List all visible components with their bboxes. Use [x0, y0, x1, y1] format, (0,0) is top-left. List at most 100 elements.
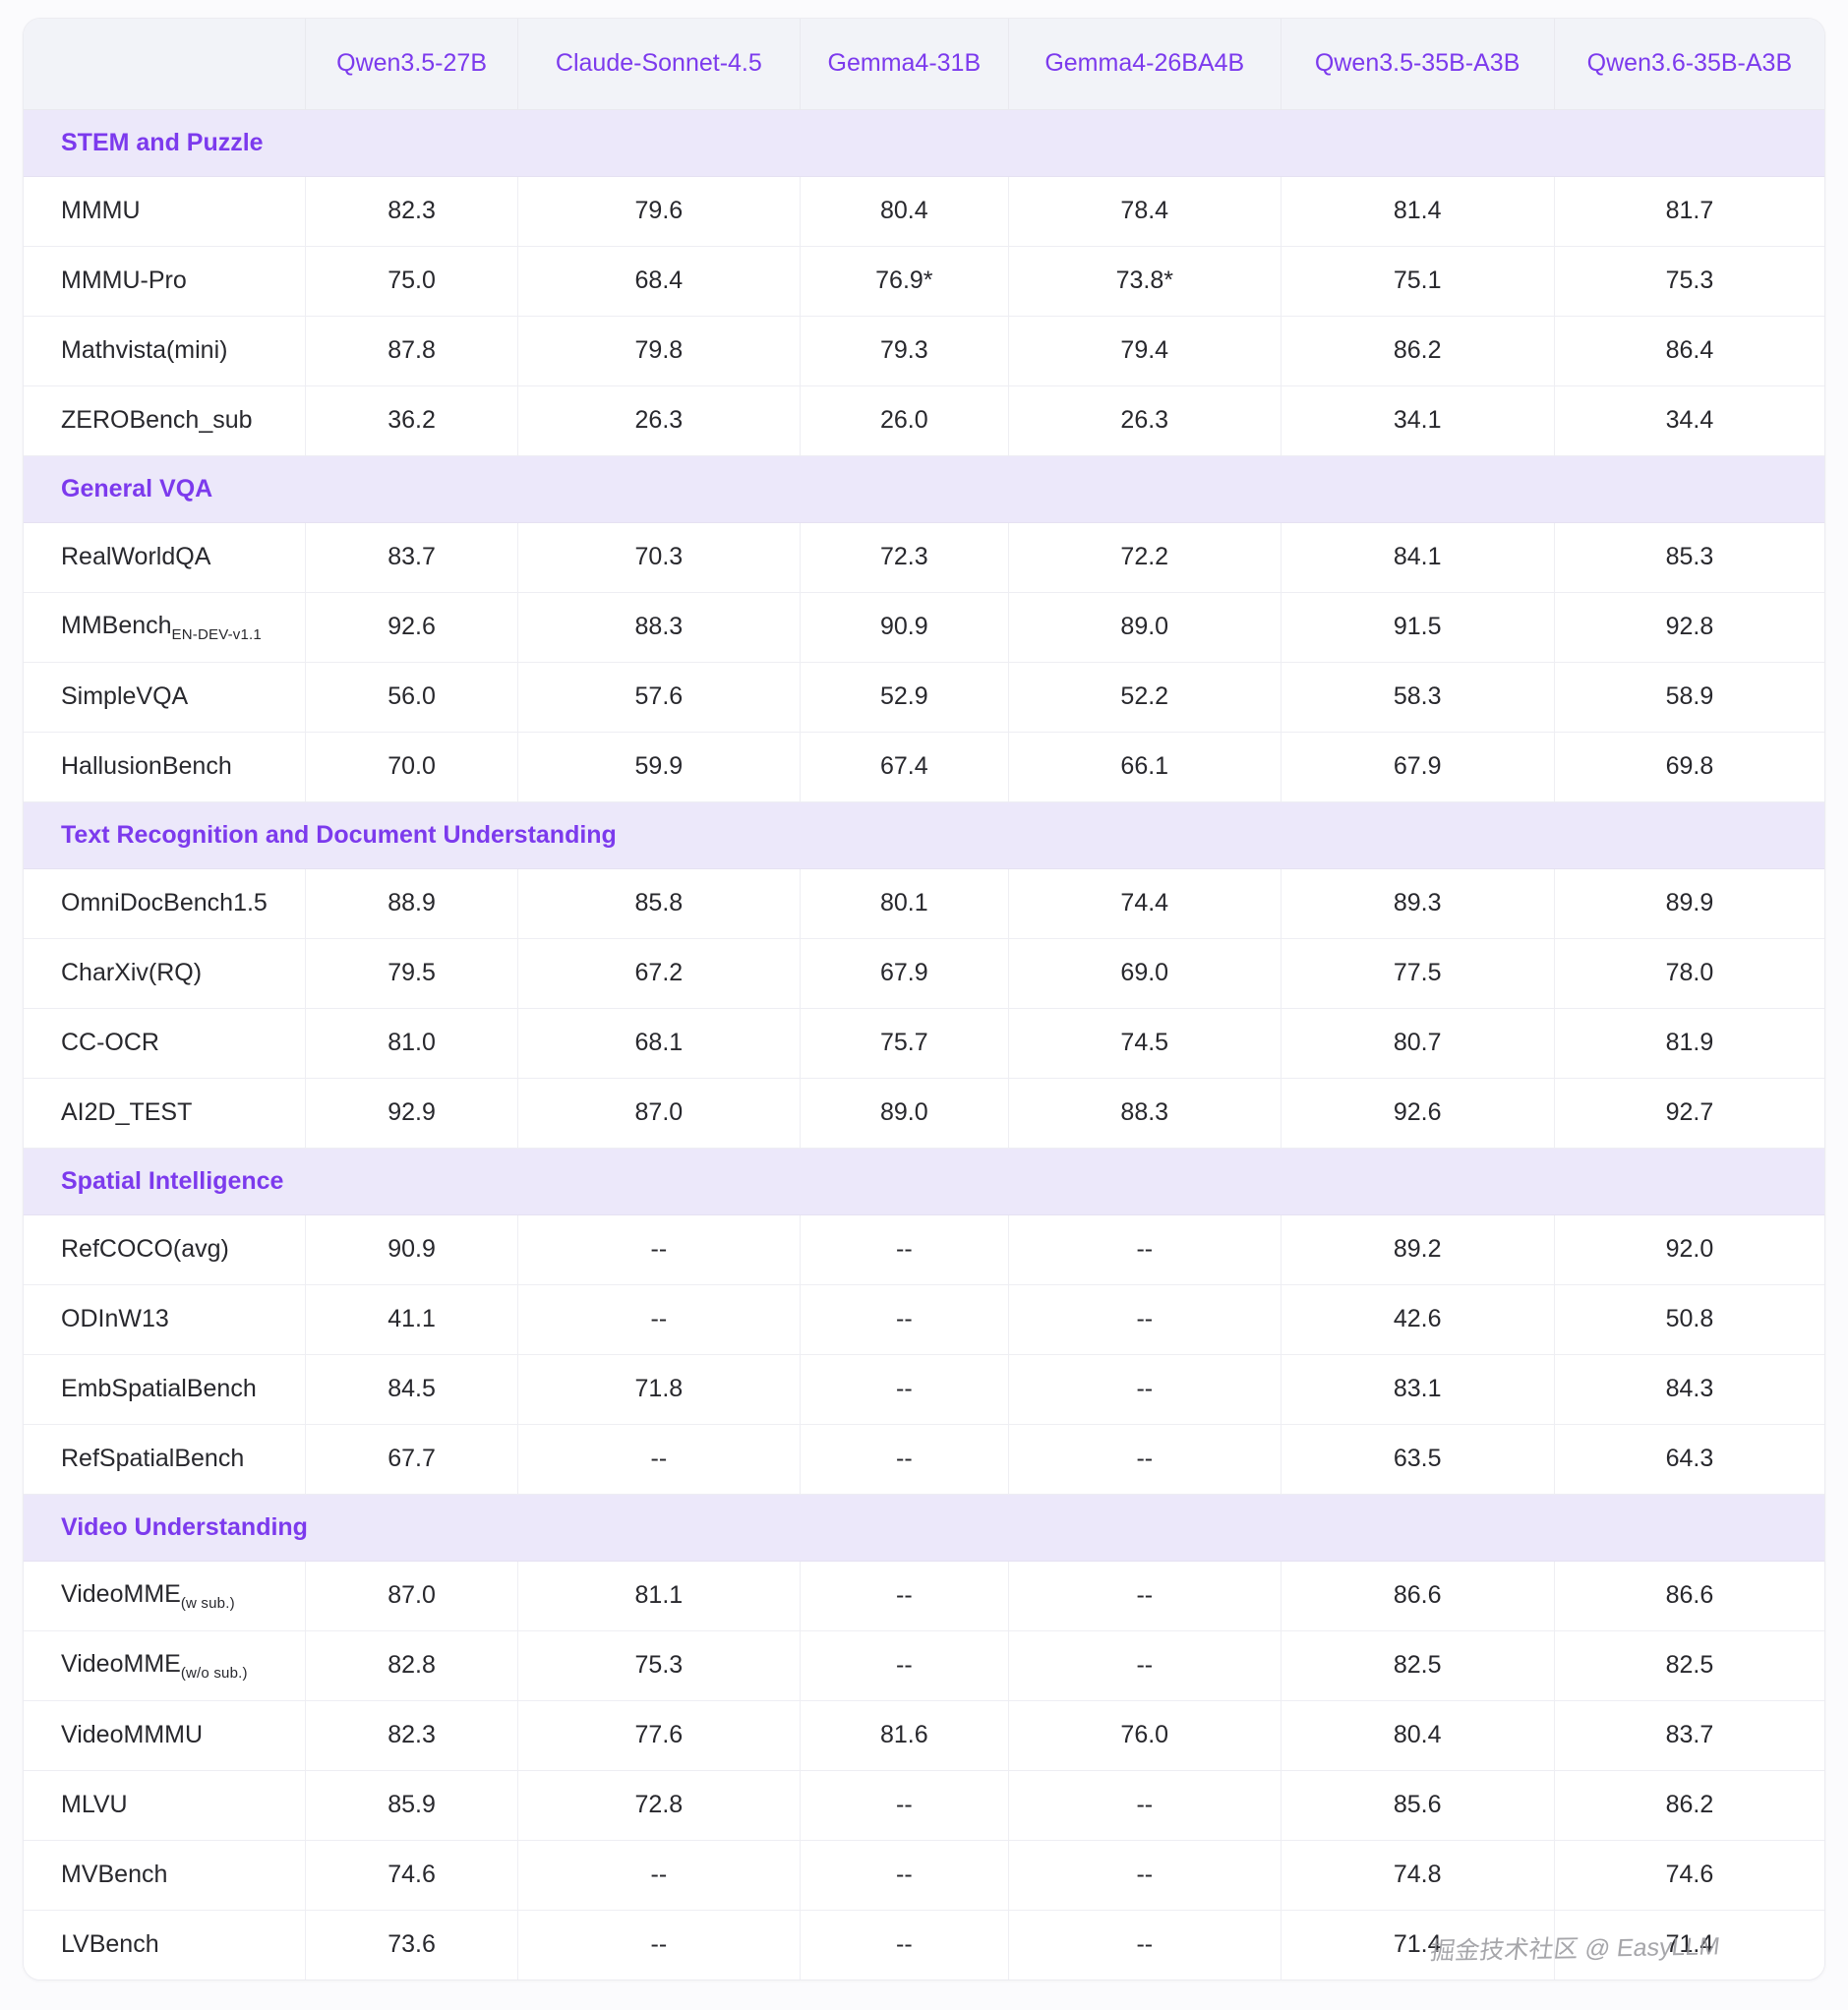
score-cell: 67.2	[517, 938, 801, 1009]
score-cell: 79.4	[1008, 316, 1281, 386]
benchmark-name: ZEROBench_sub	[24, 385, 306, 456]
score-cell: 92.0	[1553, 1214, 1824, 1285]
benchmark-name: AI2D_TEST	[24, 1078, 306, 1149]
score-cell: 75.0	[305, 246, 518, 317]
score-cell: 34.1	[1280, 385, 1555, 456]
score-cell: 84.3	[1553, 1354, 1824, 1425]
score-cell: 78.0	[1553, 938, 1824, 1009]
score-cell: 75.7	[799, 1008, 1009, 1079]
score-cell: 88.3	[1008, 1078, 1281, 1149]
benchmark-name-text: MLVU	[61, 1791, 128, 1818]
score-cell: 68.1	[517, 1008, 801, 1079]
score-cell: 75.1	[1280, 246, 1555, 317]
score-cell: 69.0	[1008, 938, 1281, 1009]
score-cell: 80.4	[1280, 1700, 1555, 1771]
score-cell: --	[1008, 1284, 1281, 1355]
benchmark-name: MLVU	[24, 1770, 306, 1841]
section-row: Video Understanding	[24, 1494, 1824, 1562]
benchmark-name: RefSpatialBench	[24, 1424, 306, 1495]
score-cell: --	[799, 1910, 1009, 1980]
score-cell: 58.9	[1553, 662, 1824, 733]
score-cell: 85.3	[1553, 522, 1824, 593]
score-cell: 75.3	[1553, 246, 1824, 317]
score-cell: 81.0	[305, 1008, 518, 1079]
score-cell: 83.1	[1280, 1354, 1555, 1425]
score-cell: 89.0	[1008, 592, 1281, 663]
score-cell: 66.1	[1008, 732, 1281, 802]
score-cell: 64.3	[1553, 1424, 1824, 1495]
score-cell: 89.9	[1553, 868, 1824, 939]
score-cell: 67.7	[305, 1424, 518, 1495]
column-header: Qwen3.6-35B-A3B	[1553, 19, 1824, 110]
score-cell: 86.2	[1553, 1770, 1824, 1841]
score-cell: 52.9	[799, 662, 1009, 733]
score-cell: 70.0	[305, 732, 518, 802]
benchmark-name: LVBench	[24, 1910, 306, 1980]
score-cell: 36.2	[305, 385, 518, 456]
score-cell: 77.6	[517, 1700, 801, 1771]
table-body: STEM and Puzzle MMMU 82.3 79.6 80.4 78.4 81.4 8…	[24, 109, 1824, 1980]
score-cell: --	[1008, 1840, 1281, 1911]
table-row: MMMU 82.3 79.6 80.4 78.4 81.4 81.7	[24, 176, 1824, 247]
score-cell: 41.1	[305, 1284, 518, 1355]
score-cell: 81.7	[1553, 176, 1824, 247]
score-cell: 34.4	[1553, 385, 1824, 456]
score-cell: 82.5	[1280, 1630, 1555, 1701]
score-cell: --	[799, 1424, 1009, 1495]
benchmark-name: ODInW13	[24, 1284, 306, 1355]
benchmark-name: CC-OCR	[24, 1008, 306, 1079]
score-cell: --	[799, 1284, 1009, 1355]
score-cell: 90.9	[799, 592, 1009, 663]
benchmark-name-subscript: (w sub.)	[180, 1594, 235, 1612]
benchmark-name-text: RefCOCO(avg)	[61, 1235, 229, 1263]
score-cell: 74.8	[1280, 1840, 1555, 1911]
benchmark-name-text: MMMU-Pro	[61, 266, 187, 294]
score-cell: 83.7	[305, 522, 518, 593]
score-cell: 82.3	[305, 176, 518, 247]
score-cell: 74.4	[1008, 868, 1281, 939]
score-cell: 52.2	[1008, 662, 1281, 733]
score-cell: 72.8	[517, 1770, 801, 1841]
section-row: General VQA	[24, 455, 1824, 523]
score-cell: 87.0	[517, 1078, 801, 1149]
score-cell: 91.5	[1280, 592, 1555, 663]
benchmark-name: EmbSpatialBench	[24, 1354, 306, 1425]
section-title: Text Recognition and Document Understand…	[24, 801, 1824, 869]
score-cell: 88.9	[305, 868, 518, 939]
score-cell: 88.3	[517, 592, 801, 663]
table-row: VideoMME(w sub.) 87.0 81.1 -- -- 86.6 86.6	[24, 1561, 1824, 1631]
score-cell: 79.8	[517, 316, 801, 386]
benchmark-name-text: SimpleVQA	[61, 682, 189, 710]
score-cell: 85.9	[305, 1770, 518, 1841]
benchmark-name-text: Mathvista(mini)	[61, 336, 228, 364]
benchmark-name: OmniDocBench1.5	[24, 868, 306, 939]
benchmark-name-text: MVBench	[61, 1861, 168, 1888]
score-cell: 67.9	[1280, 732, 1555, 802]
score-cell: 82.8	[305, 1630, 518, 1701]
benchmark-name: CharXiv(RQ)	[24, 938, 306, 1009]
score-cell: --	[799, 1840, 1009, 1911]
benchmark-name-text: VideoMME	[61, 1649, 181, 1678]
score-cell: 79.5	[305, 938, 518, 1009]
score-cell: 92.6	[305, 592, 518, 663]
section-title: STEM and Puzzle	[24, 109, 1824, 177]
benchmark-name-text: ZEROBench_sub	[61, 406, 253, 434]
score-cell: 80.1	[799, 868, 1009, 939]
column-header: Gemma4-31B	[799, 19, 1009, 110]
score-cell: --	[799, 1561, 1009, 1631]
benchmark-name-text: CharXiv(RQ)	[61, 959, 203, 986]
benchmark-table: Qwen3.5-27B Claude-Sonnet-4.5 Gemma4-31B Ge…	[23, 18, 1825, 1980]
table-row: OmniDocBench1.5 88.9 85.8 80.1 74.4 89.3 89.9	[24, 868, 1824, 939]
benchmark-name-text: MMMU	[61, 197, 141, 224]
benchmark-name: MMBenchEN-DEV-v1.1	[24, 592, 306, 663]
benchmark-name: RefCOCO(avg)	[24, 1214, 306, 1285]
table-row: RealWorldQA 83.7 70.3 72.3 72.2 84.1 85.3	[24, 522, 1824, 593]
benchmark-name: VideoMME(w sub.)	[24, 1561, 306, 1631]
score-cell: 26.3	[517, 385, 801, 456]
score-cell: --	[517, 1424, 801, 1495]
score-cell: 90.9	[305, 1214, 518, 1285]
benchmark-name-subscript: (w/o sub.)	[180, 1664, 248, 1682]
column-header: Claude-Sonnet-4.5	[517, 19, 801, 110]
table-row: EmbSpatialBench 84.5 71.8 -- -- 83.1 84.3	[24, 1354, 1824, 1425]
score-cell: --	[517, 1840, 801, 1911]
